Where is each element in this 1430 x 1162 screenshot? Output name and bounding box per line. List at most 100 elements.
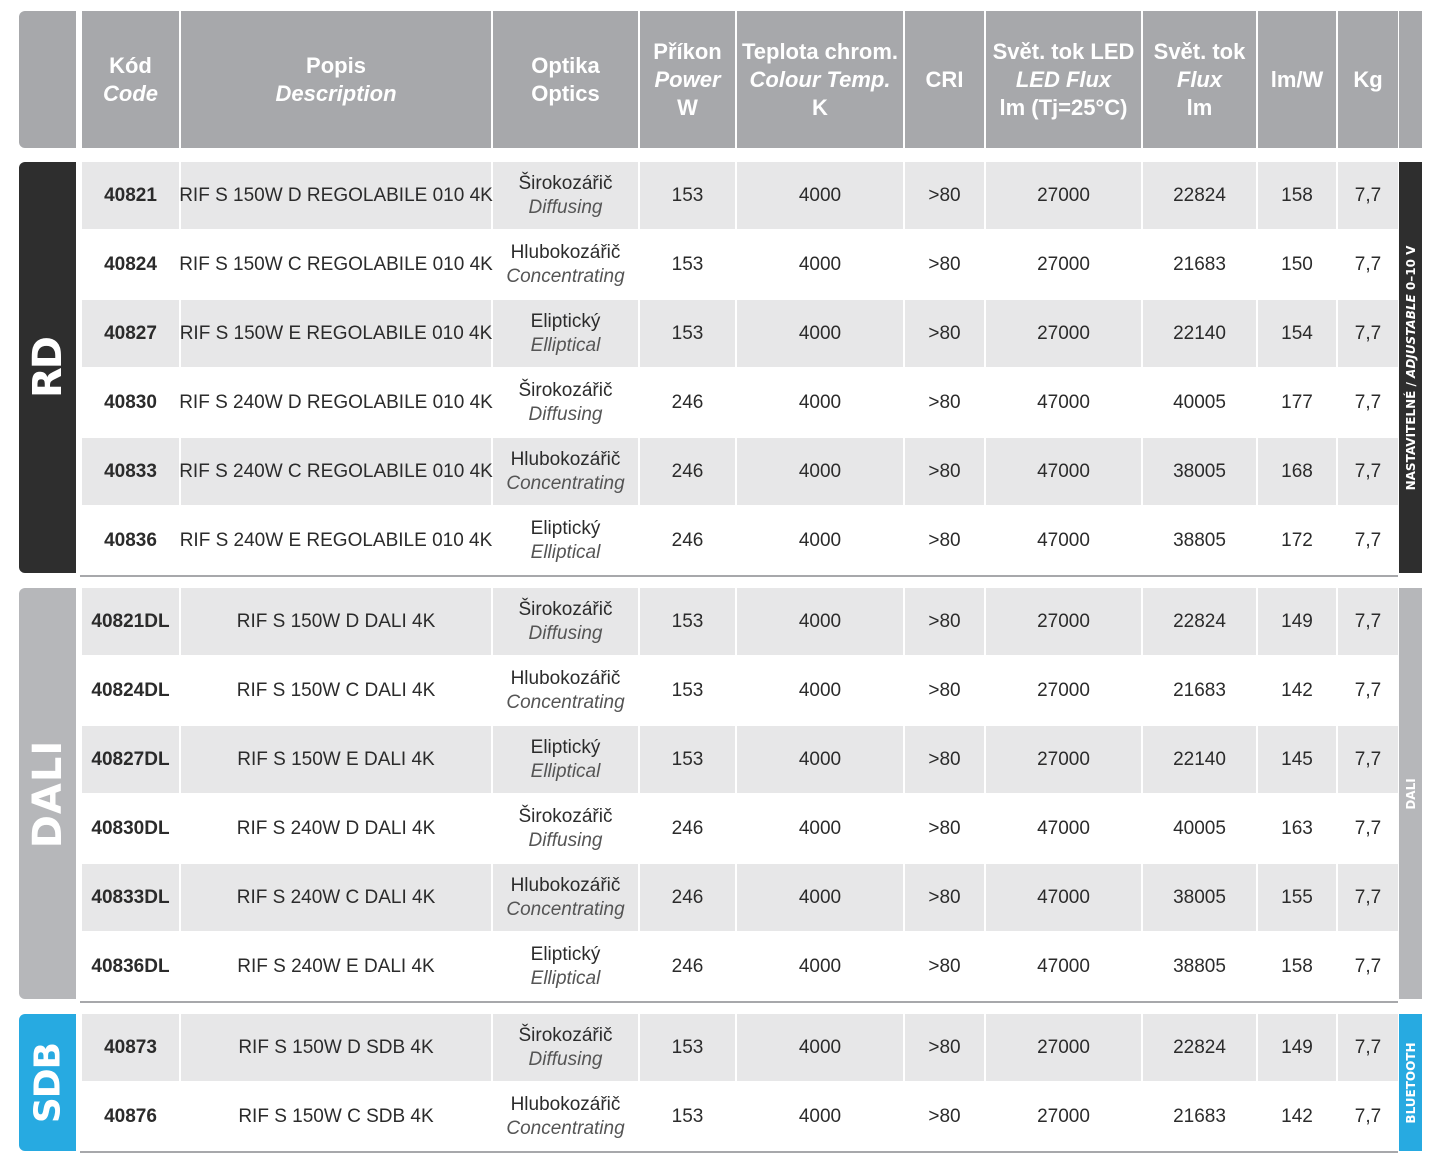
cell-kg: 7,7 xyxy=(1338,162,1398,229)
cell-colour-temp: 4000 xyxy=(737,1014,903,1081)
cell-code: 40827 xyxy=(82,300,179,367)
cell-lmw: 155 xyxy=(1258,864,1336,931)
cell-power: 153 xyxy=(640,162,735,229)
cell-lmw: 158 xyxy=(1258,162,1336,229)
cell-lmw: 145 xyxy=(1258,726,1336,793)
cell-description: RIF S 240W E DALI 4K xyxy=(181,933,491,1000)
cell-description: RIF S 240W C DALI 4K xyxy=(181,864,491,931)
cell-colour-temp: 4000 xyxy=(737,231,903,298)
cell-optics: Hlubokozářič Concentrating xyxy=(493,657,638,724)
cell-flux: 40005 xyxy=(1143,795,1256,862)
cell-power: 246 xyxy=(640,933,735,1000)
cell-code: 40824DL xyxy=(82,657,179,724)
side-strip-label: NASTAVITELNÉ / ADJUSTABLE 0–10 V xyxy=(1403,245,1418,490)
column-header-line: Svět. tok LED xyxy=(992,38,1135,64)
column-header-line: Code xyxy=(103,80,158,106)
column-header-line: Kód xyxy=(109,52,152,78)
optics-english: Diffusing xyxy=(528,829,603,851)
optics-czech: Eliptický xyxy=(530,943,601,965)
cell-kg: 7,7 xyxy=(1338,657,1398,724)
cell-led-flux: 27000 xyxy=(986,162,1141,229)
cell-led-flux: 27000 xyxy=(986,300,1141,367)
cell-kg: 7,7 xyxy=(1338,933,1398,1000)
cell-flux: 38005 xyxy=(1143,438,1256,505)
cell-led-flux: 47000 xyxy=(986,864,1141,931)
cell-flux: 22140 xyxy=(1143,300,1256,367)
cell-colour-temp: 4000 xyxy=(737,933,903,1000)
cell-colour-temp: 4000 xyxy=(737,162,903,229)
cell-cri: >80 xyxy=(905,864,984,931)
cell-optics: Eliptický Elliptical xyxy=(493,933,638,1000)
cell-optics: Hlubokozářič Concentrating xyxy=(493,864,638,931)
cell-code: 40833 xyxy=(82,438,179,505)
cell-description: RIF S 150W C DALI 4K xyxy=(181,657,491,724)
column-header-line: lm xyxy=(1186,94,1213,120)
column-header-led-flux: Svět. tok LED LED Flux lm (Tj=25°C) xyxy=(986,11,1141,148)
cell-description: RIF S 240W C REGOLABILE 010 4K xyxy=(179,438,493,505)
cell-colour-temp: 4000 xyxy=(737,864,903,931)
cell-cri: >80 xyxy=(905,795,984,862)
optics-english: Concentrating xyxy=(506,472,625,494)
optics-czech: Hlubokozářič xyxy=(510,448,621,470)
cell-power: 246 xyxy=(640,864,735,931)
group-tab-label: RD xyxy=(24,337,71,398)
cell-led-flux: 27000 xyxy=(986,726,1141,793)
cell-code: 40824 xyxy=(82,231,179,298)
cell-code: 40873 xyxy=(82,1014,179,1081)
cell-led-flux: 27000 xyxy=(986,657,1141,724)
cell-code: 40836 xyxy=(82,507,179,574)
cell-cri: >80 xyxy=(905,1083,984,1150)
cell-power: 153 xyxy=(640,300,735,367)
column-header-line: Kg xyxy=(1353,66,1383,92)
cell-optics: Širokozářič Diffusing xyxy=(493,1014,638,1081)
optics-english: Concentrating xyxy=(506,691,625,713)
cell-lmw: 163 xyxy=(1258,795,1336,862)
cell-power: 153 xyxy=(640,1083,735,1150)
optics-czech: Širokozářič xyxy=(518,172,613,194)
cell-cri: >80 xyxy=(905,726,984,793)
column-header-description: Popis Description xyxy=(181,11,491,148)
optics-english: Diffusing xyxy=(528,196,603,218)
cell-flux: 22824 xyxy=(1143,162,1256,229)
cell-optics: Eliptický Elliptical xyxy=(493,507,638,574)
column-header-line: Teplota chrom. xyxy=(741,38,899,64)
optics-czech: Širokozářič xyxy=(518,1024,613,1046)
cell-lmw: 150 xyxy=(1258,231,1336,298)
cell-optics: Eliptický Elliptical xyxy=(493,726,638,793)
cell-led-flux: 27000 xyxy=(986,588,1141,655)
column-header-line: lm (Tj=25°C) xyxy=(999,94,1128,120)
cell-power: 246 xyxy=(640,507,735,574)
optics-english: Elliptical xyxy=(530,760,601,782)
cell-flux: 21683 xyxy=(1143,657,1256,724)
cell-led-flux: 47000 xyxy=(986,795,1141,862)
side-strip-adjustable: NASTAVITELNÉ / ADJUSTABLE 0–10 V xyxy=(1399,162,1422,573)
cell-lmw: 149 xyxy=(1258,1014,1336,1081)
cell-lmw: 149 xyxy=(1258,588,1336,655)
cell-optics: Hlubokozářič Concentrating xyxy=(493,231,638,298)
column-header-line: K xyxy=(812,94,828,120)
cell-led-flux: 47000 xyxy=(986,507,1141,574)
cell-colour-temp: 4000 xyxy=(737,438,903,505)
cell-colour-temp: 4000 xyxy=(737,795,903,862)
column-header-lmw: lm/W xyxy=(1258,11,1336,148)
cell-kg: 7,7 xyxy=(1338,507,1398,574)
cell-cri: >80 xyxy=(905,162,984,229)
cell-cri: >80 xyxy=(905,1014,984,1081)
cell-led-flux: 47000 xyxy=(986,369,1141,436)
cell-description: RIF S 240W E REGOLABILE 010 4K xyxy=(180,507,492,574)
optics-english: Diffusing xyxy=(528,1048,603,1070)
cell-led-flux: 27000 xyxy=(986,231,1141,298)
optics-czech: Širokozářič xyxy=(518,379,613,401)
cell-optics: Hlubokozářič Concentrating xyxy=(493,438,638,505)
cell-kg: 7,7 xyxy=(1338,726,1398,793)
cell-flux: 21683 xyxy=(1143,1083,1256,1150)
cell-description: RIF S 150W D REGOLABILE 010 4K xyxy=(179,162,493,229)
group-separator xyxy=(80,1001,1398,1003)
optics-czech: Širokozářič xyxy=(518,805,613,827)
optics-czech: Hlubokozářič xyxy=(510,667,621,689)
cell-colour-temp: 4000 xyxy=(737,300,903,367)
cell-description: RIF S 150W D SDB 4K xyxy=(181,1014,491,1081)
cell-power: 246 xyxy=(640,795,735,862)
group-separator xyxy=(80,1151,1398,1153)
side-strip-label: DALI xyxy=(1403,777,1418,810)
